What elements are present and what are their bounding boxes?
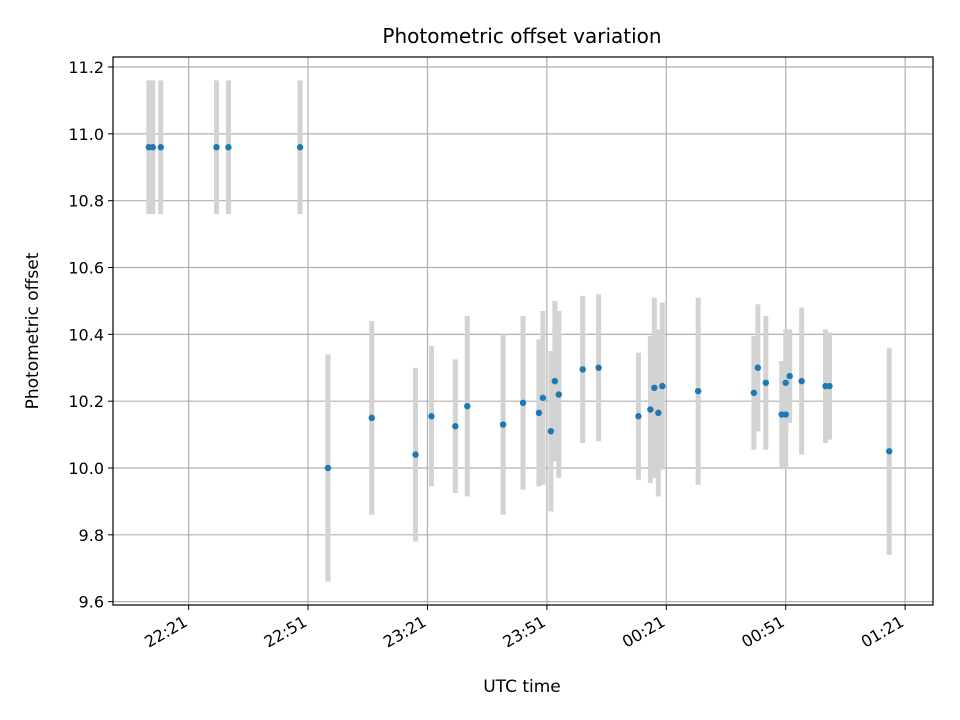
data-point: [651, 384, 658, 392]
x-axis-label: UTC time: [483, 677, 561, 697]
data-point: [368, 414, 375, 422]
data-point: [225, 144, 232, 151]
data-point: [782, 379, 789, 386]
chart-title: Photometric offset variation: [382, 24, 661, 48]
data-point: [579, 366, 586, 373]
data-point: [782, 411, 789, 418]
data-point: [762, 379, 770, 386]
data-points: [145, 144, 893, 472]
data-point: [551, 377, 559, 385]
data-point: [412, 451, 419, 458]
y-tick-label: 10.2: [68, 392, 104, 411]
data-point: [499, 421, 507, 428]
y-axis-label: Photometric offset: [23, 252, 43, 409]
data-point: [694, 387, 702, 395]
data-point: [428, 413, 435, 420]
data-point: [296, 144, 304, 151]
data-point: [659, 382, 666, 390]
data-point: [798, 377, 805, 385]
data-point: [547, 428, 555, 435]
data-point: [452, 423, 459, 430]
y-tick-label: 10.0: [68, 459, 104, 478]
plot-frame: [112, 56, 934, 606]
data-point: [157, 144, 164, 151]
data-point: [786, 372, 793, 380]
data-point: [149, 144, 157, 151]
data-point: [750, 389, 758, 397]
y-tick-label: 9.8: [79, 526, 104, 545]
y-tick-label: 10.8: [68, 192, 104, 211]
data-point: [464, 402, 471, 410]
data-point: [555, 391, 563, 398]
y-tick-label: 9.6: [79, 593, 104, 612]
y-tick-label: 11.0: [68, 125, 104, 144]
data-point: [539, 394, 547, 402]
data-point: [519, 399, 527, 407]
data-point: [886, 448, 893, 455]
y-tick-label: 10.4: [68, 325, 104, 344]
y-axis-ticks: 9.6 9.8 10.0 10.2 10.4 10.6 10.8 11.0 11.2: [68, 58, 113, 612]
y-tick-label: 11.2: [68, 58, 104, 77]
data-point: [647, 406, 654, 413]
data-point: [213, 144, 220, 151]
data-point: [324, 464, 332, 472]
data-point: [826, 382, 833, 390]
y-tick-label: 10.6: [68, 259, 104, 278]
data-point: [655, 409, 662, 417]
data-point: [635, 413, 642, 420]
data-point: [595, 364, 602, 371]
data-point: [754, 364, 762, 371]
data-point: [535, 409, 543, 417]
